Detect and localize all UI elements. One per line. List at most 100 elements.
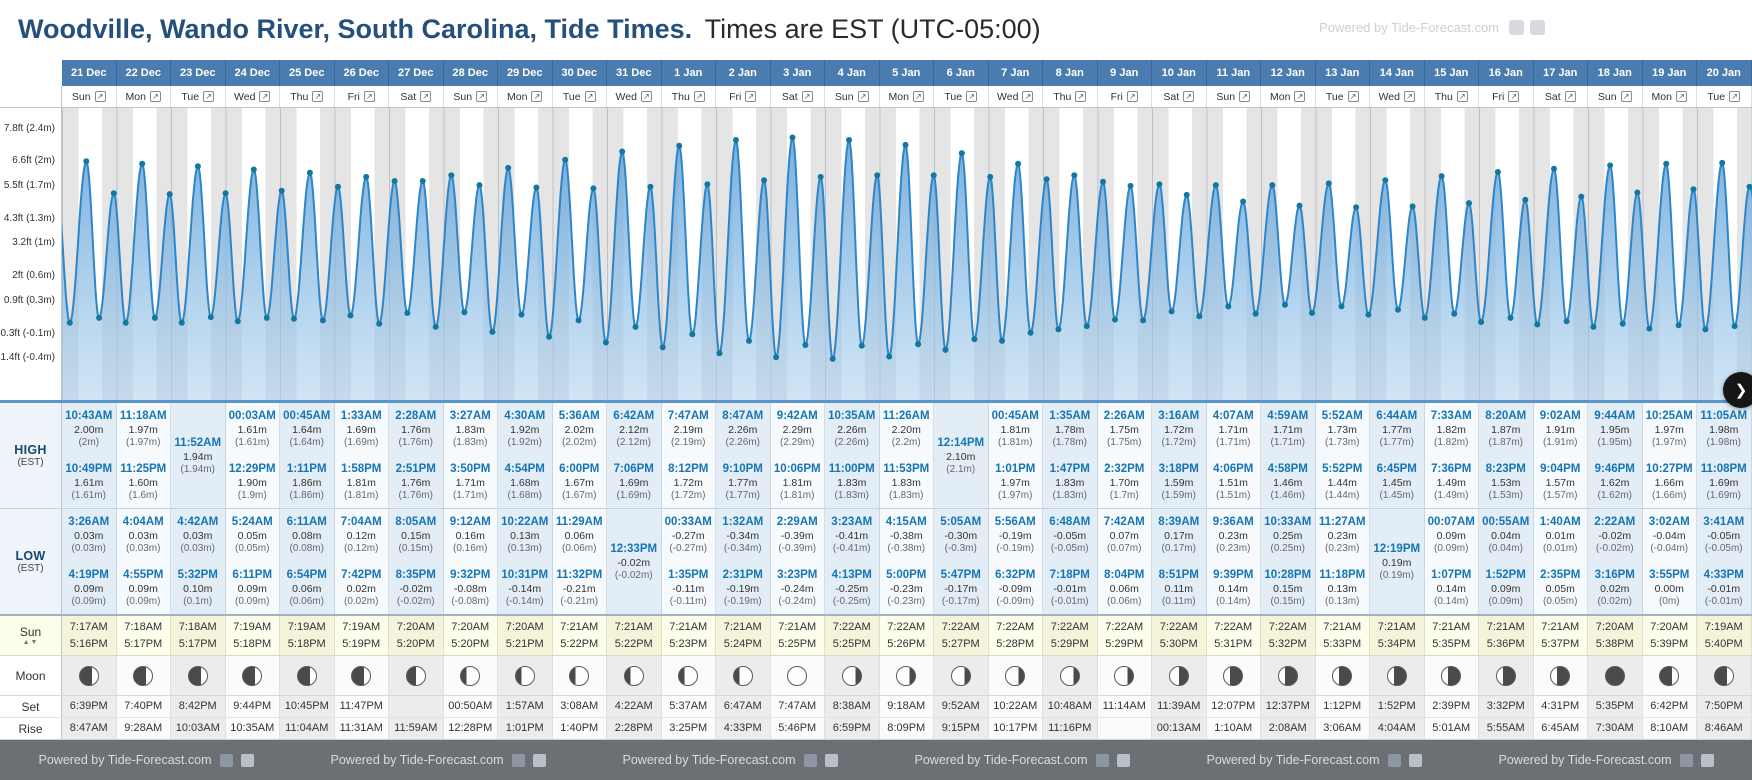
tide-time: 5:52AM — [1321, 410, 1363, 423]
tide-entry: 4:19PM 0.09m (0.09m) — [62, 562, 116, 615]
weekday-cell: Thu ↗ — [280, 86, 335, 107]
open-day-link-icon[interactable]: ↗ — [1075, 91, 1087, 102]
weekday-label: Sun — [1216, 90, 1236, 103]
open-day-link-icon[interactable]: ↗ — [94, 91, 106, 102]
open-day-link-icon[interactable]: ↗ — [1456, 91, 1468, 102]
tide-height: 0.23m — [1327, 530, 1357, 543]
social-icon[interactable] — [511, 753, 525, 767]
open-day-link-icon[interactable]: ↗ — [203, 91, 215, 102]
sunrise-time: 7:21AM — [1486, 620, 1525, 633]
sunset-time: 5:39PM — [1650, 637, 1689, 650]
tide-entry: 10:25AM 1.97m (1.97m) — [1643, 403, 1697, 456]
open-day-link-icon[interactable]: ↗ — [801, 91, 813, 102]
open-day-link-icon[interactable]: ↗ — [584, 91, 596, 102]
social-icon[interactable] — [1095, 753, 1109, 767]
tide-entry: 8:51PM 0.11m (0.11m) — [1152, 562, 1206, 615]
open-day-link-icon[interactable]: ↗ — [531, 91, 543, 102]
tide-height: 1.45m — [1382, 476, 1412, 489]
sunset-time: 5:22PM — [614, 637, 653, 650]
social-icon[interactable] — [532, 753, 546, 767]
social-icon[interactable] — [240, 753, 254, 767]
tide-entry: 8:39AM 0.17m (0.17m) — [1152, 509, 1206, 562]
tide-height: 1.76m — [401, 424, 431, 437]
moon-phase-icon — [896, 665, 917, 686]
open-day-link-icon[interactable]: ↗ — [1675, 91, 1687, 102]
open-day-link-icon[interactable]: ↗ — [1239, 91, 1251, 102]
tide-time: 11:25PM — [120, 462, 167, 475]
open-day-link-icon[interactable]: ↗ — [693, 91, 705, 102]
sun-times-cell: 7:21AM 5:36PM — [1479, 616, 1534, 655]
open-day-link-icon[interactable]: ↗ — [1508, 91, 1520, 102]
open-day-link-icon[interactable]: ↗ — [1347, 91, 1359, 102]
open-day-link-icon[interactable]: ↗ — [640, 91, 652, 102]
social-icon[interactable] — [1530, 20, 1545, 35]
high-label: HIGH — [14, 443, 47, 457]
tide-height-alt: (1.44m) — [1325, 489, 1360, 501]
weekday-label: Tue — [1707, 90, 1726, 103]
weekday-label: Tue — [944, 90, 963, 103]
moonrise-time: 2:28PM — [607, 718, 662, 739]
open-day-link-icon[interactable]: ↗ — [966, 91, 978, 102]
low-tide-cell: 00:33AM -0.27m (-0.27m) 1:35PM -0.11m (-0.11m… — [661, 509, 716, 614]
tide-time: 00:07AM — [1427, 516, 1475, 529]
low-timezone: (EST) — [17, 563, 44, 574]
y-axis-label: 2ft (0.6m) — [12, 270, 55, 282]
open-day-link-icon[interactable]: ↗ — [476, 91, 488, 102]
tide-height-alt: (1.46m) — [1270, 489, 1305, 501]
open-day-link-icon[interactable]: ↗ — [312, 91, 324, 102]
social-icon[interactable] — [803, 753, 817, 767]
tide-time: 3:16AM — [1158, 410, 1200, 423]
tide-entry: 2:35PM 0.05m (0.05m) — [1534, 562, 1588, 615]
tide-height: 1.73m — [1327, 424, 1357, 437]
social-icon[interactable] — [1700, 753, 1714, 767]
high-tide-cell: 11:52AM 1.94m (1.94m) — [171, 403, 226, 508]
scroll-next-button[interactable]: ❯ — [1723, 372, 1752, 408]
sunset-time: 5:17PM — [178, 637, 217, 650]
open-day-link-icon[interactable]: ↗ — [1403, 91, 1415, 102]
tide-time: 11:52AM — [174, 436, 222, 449]
moonset-time: 4:31PM — [1533, 696, 1588, 717]
open-day-link-icon[interactable]: ↗ — [1126, 91, 1138, 102]
open-day-link-icon[interactable]: ↗ — [1183, 91, 1195, 102]
tide-height: 2.26m — [728, 424, 758, 437]
social-icon[interactable] — [1679, 753, 1693, 767]
tide-entry: 9:39PM 0.14m (0.14m) — [1207, 562, 1261, 615]
tide-time: 9:44AM — [1594, 410, 1636, 423]
open-day-link-icon[interactable]: ↗ — [1729, 91, 1741, 102]
open-day-link-icon[interactable]: ↗ — [1620, 91, 1632, 102]
open-day-link-icon[interactable]: ↗ — [1022, 91, 1034, 102]
tide-entry: 8:05AM 0.15m (0.15m) — [389, 509, 443, 562]
tide-height: 2.29m — [782, 424, 812, 437]
open-day-link-icon[interactable]: ↗ — [420, 91, 432, 102]
date-header: 5 Jan — [879, 60, 934, 86]
moonset-cells: 6:39PM 7:40PM 8:42PM 9:44PM 10:45PM 11:47PM 00… — [62, 696, 1752, 717]
tide-time: 3:27AM — [449, 410, 491, 423]
open-day-link-icon[interactable]: ↗ — [745, 91, 757, 102]
open-day-link-icon[interactable]: ↗ — [149, 91, 161, 102]
sunset-time: 5:26PM — [887, 637, 926, 650]
social-icon[interactable] — [824, 753, 838, 767]
open-day-link-icon[interactable]: ↗ — [1564, 91, 1576, 102]
powered-by-text: Powered by Tide-Forecast.com — [914, 753, 1088, 767]
social-icon[interactable] — [219, 753, 233, 767]
open-day-link-icon[interactable]: ↗ — [912, 91, 924, 102]
social-icon[interactable] — [1408, 753, 1422, 767]
tide-height: 1.69m — [346, 424, 376, 437]
tide-entry: 7:06PM 1.69m (1.69m) — [607, 456, 661, 509]
tide-height-alt: (2.29m) — [780, 437, 815, 449]
social-icon[interactable] — [1116, 753, 1130, 767]
tide-entry: 3:23AM -0.41m (-0.41m) — [825, 509, 879, 562]
tide-height: 1.97m — [128, 424, 158, 437]
moonrise-time: 2:08AM — [1261, 718, 1316, 739]
moonrise-time: 10:03AM — [171, 718, 226, 739]
tide-time: 4:59AM — [1267, 410, 1309, 423]
open-day-link-icon[interactable]: ↗ — [363, 91, 375, 102]
tide-time: 2:35PM — [1540, 568, 1581, 581]
open-day-link-icon[interactable]: ↗ — [1294, 91, 1306, 102]
social-icon[interactable] — [1387, 753, 1401, 767]
low-tide-cell: 7:42AM 0.07m (0.07m) 8:04PM 0.06m (0.06m) — [1097, 509, 1152, 614]
tide-height: 1.83m — [891, 476, 921, 489]
open-day-link-icon[interactable]: ↗ — [259, 91, 271, 102]
social-icon[interactable] — [1509, 20, 1524, 35]
open-day-link-icon[interactable]: ↗ — [857, 91, 869, 102]
